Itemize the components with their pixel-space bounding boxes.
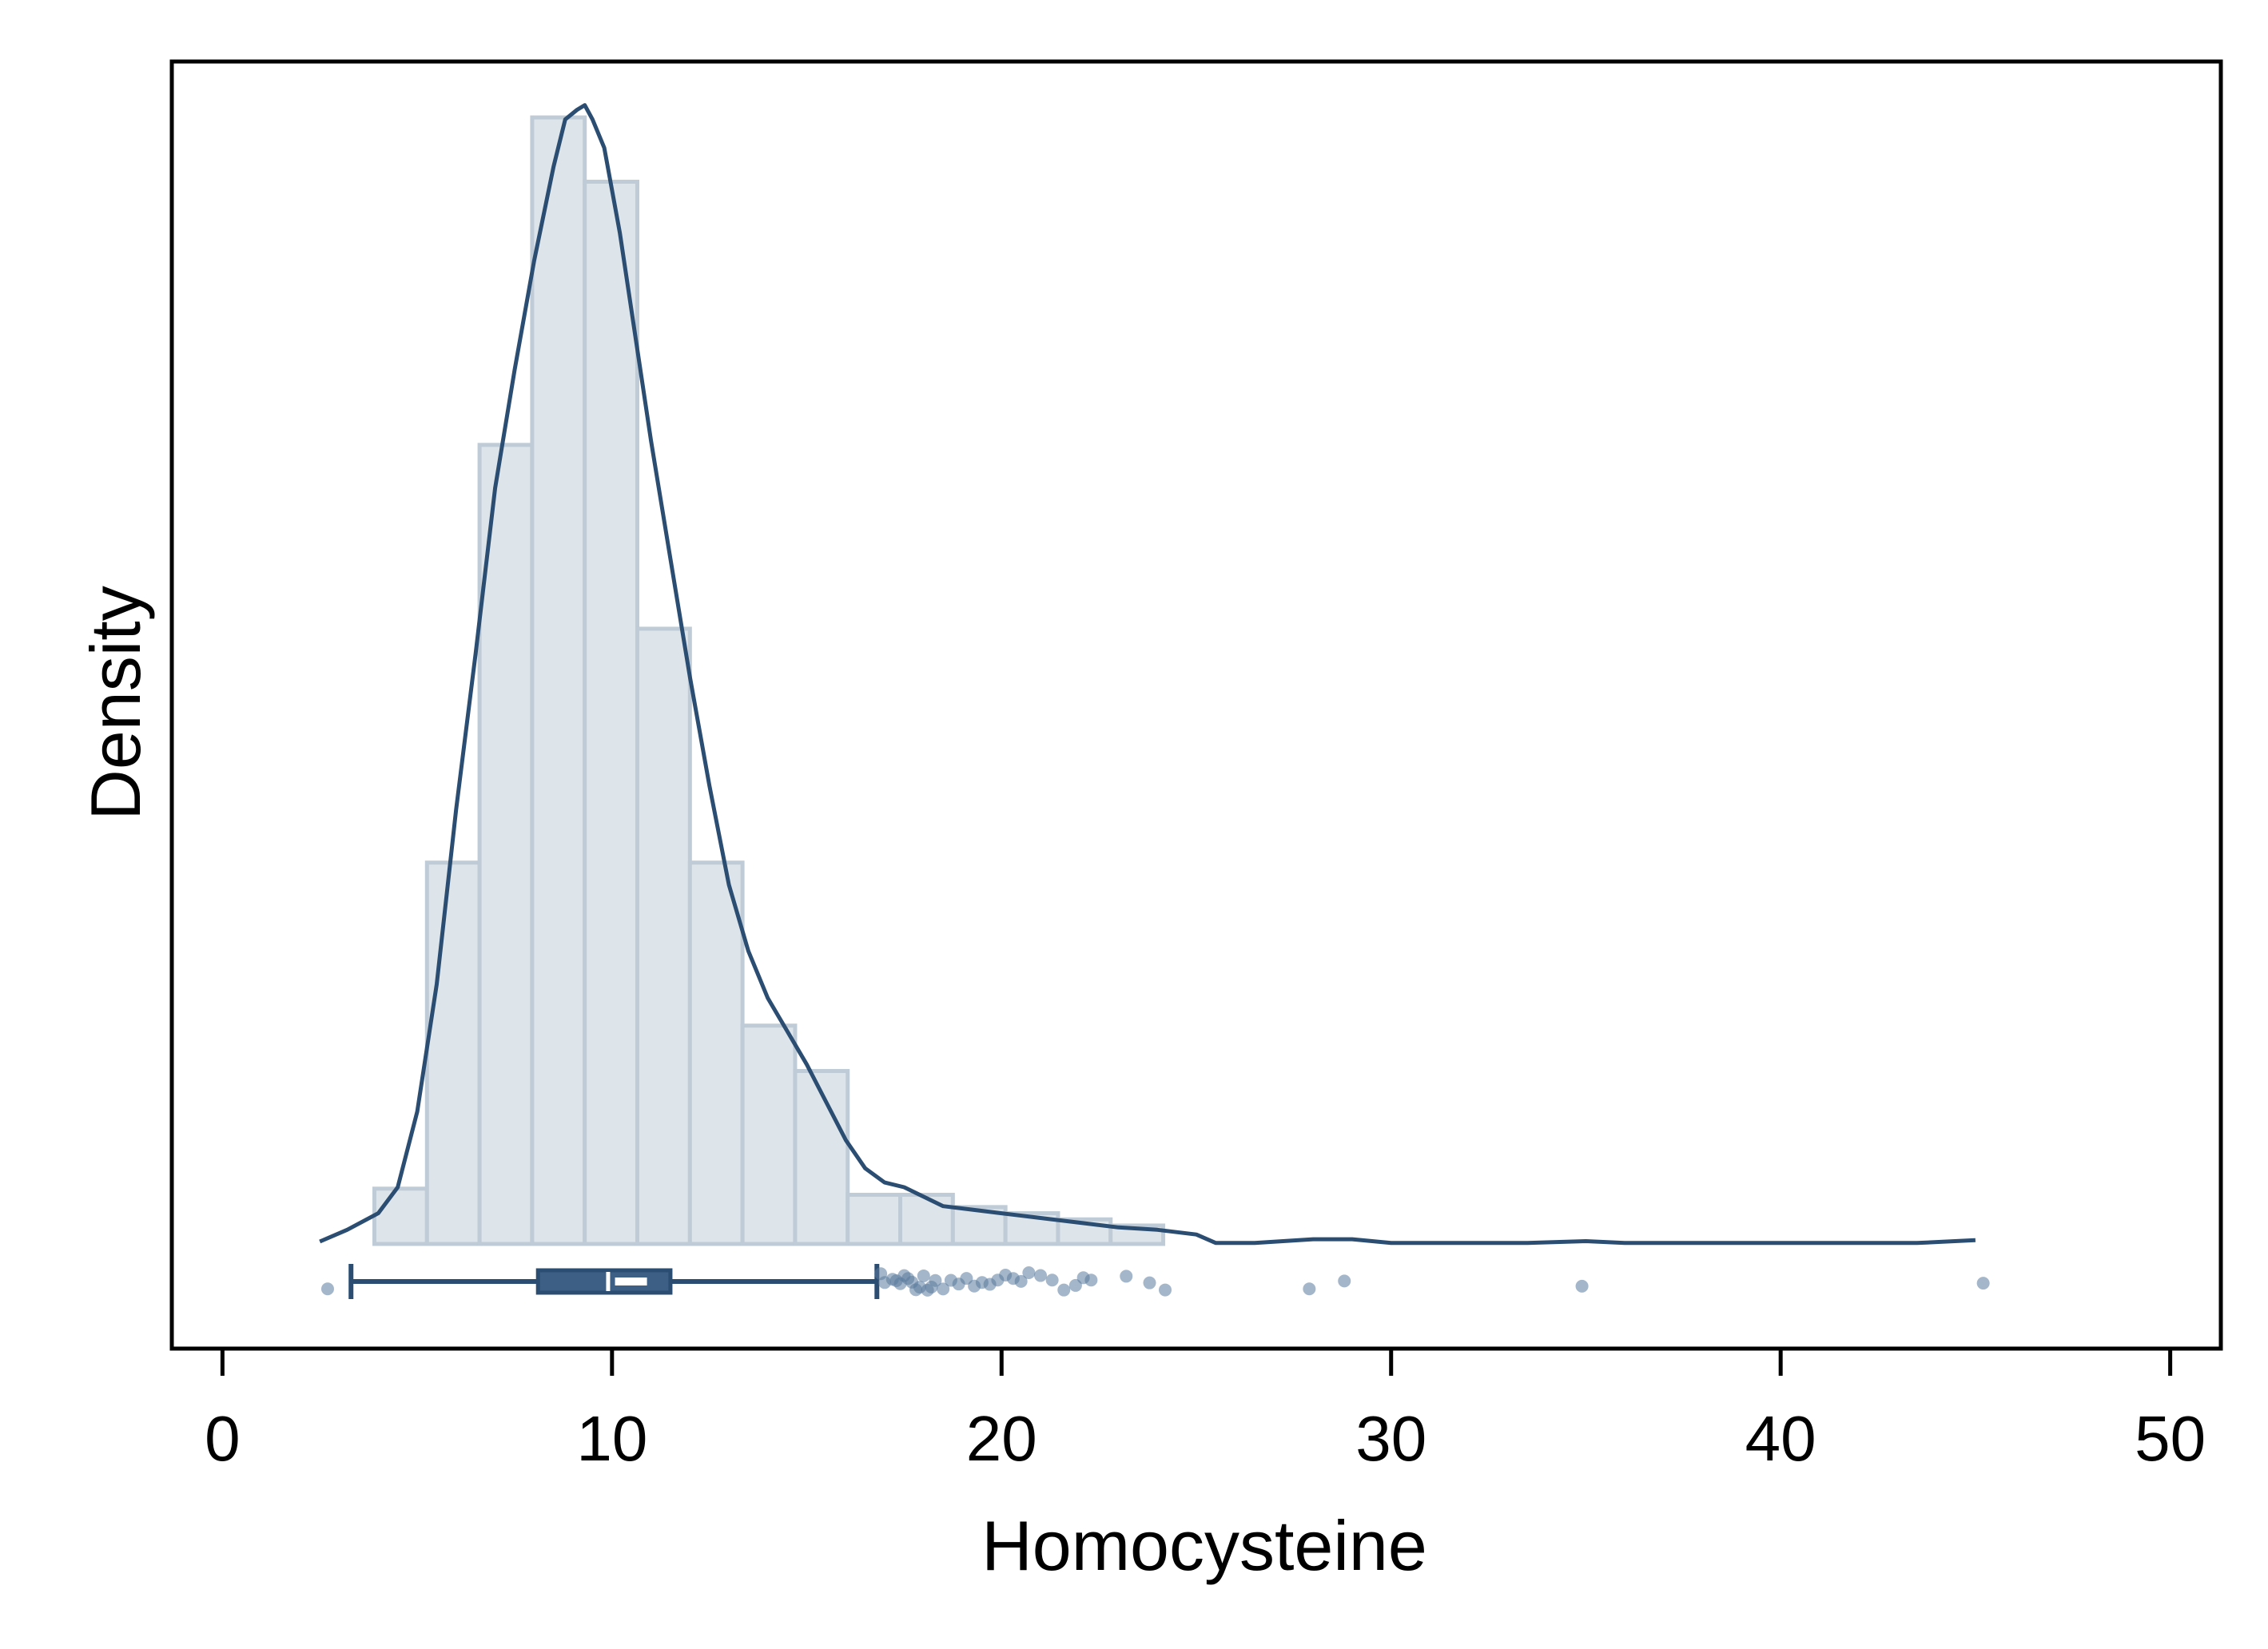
- outlier-point: [1022, 1266, 1036, 1280]
- x-tick-label: 20: [966, 1403, 1037, 1474]
- histogram-bar: [372, 1186, 429, 1246]
- outlier-point: [1338, 1274, 1351, 1288]
- histogram-bar: [740, 1023, 798, 1246]
- x-tick-label: 0: [205, 1403, 241, 1474]
- x-axis: 0 10 20 30 40 50: [205, 1349, 2206, 1474]
- outlier-point: [1303, 1282, 1316, 1296]
- outlier-point: [1143, 1276, 1156, 1289]
- outlier-point: [1014, 1274, 1028, 1288]
- boxplot: [320, 1264, 1990, 1299]
- plot-area-frame: [169, 59, 2223, 1351]
- x-tick-label: 50: [2135, 1403, 2206, 1474]
- histogram-bar: [530, 115, 587, 1246]
- histogram-bar: [424, 860, 482, 1246]
- x-tick-label: 10: [576, 1403, 647, 1474]
- outlier-point: [1976, 1277, 1990, 1290]
- outlier-point: [1159, 1283, 1172, 1297]
- histogram-bar: [583, 179, 640, 1246]
- histogram-bar: [898, 1192, 955, 1246]
- x-axis-title: Homocysteine: [981, 1506, 1427, 1585]
- outlier-point: [1068, 1278, 1082, 1292]
- outlier-point: [929, 1274, 942, 1287]
- histogram-bar: [793, 1069, 850, 1246]
- outlier-point: [1575, 1279, 1589, 1293]
- y-axis-title: Density: [76, 586, 155, 820]
- outlier-point: [320, 1282, 334, 1296]
- outlier-point: [1045, 1274, 1059, 1287]
- outlier-point: [917, 1269, 930, 1282]
- interquartile-box: [535, 1268, 673, 1295]
- histogram-bar: [846, 1192, 903, 1246]
- density-curve: [319, 103, 1976, 1246]
- mean-marker: [615, 1277, 647, 1285]
- histogram-bar: [635, 626, 692, 1246]
- outlier-point: [937, 1282, 950, 1296]
- outlier-point: [1120, 1270, 1133, 1283]
- histogram-bar: [477, 443, 535, 1246]
- x-tick-label: 40: [1745, 1403, 1816, 1474]
- x-tick-label: 30: [1355, 1403, 1426, 1474]
- density-curve-layer: [319, 103, 1976, 1246]
- outlier-point: [1057, 1283, 1071, 1297]
- outlier-point: [1084, 1274, 1098, 1287]
- histogram-bars: [372, 115, 1166, 1246]
- outlier-point: [1034, 1269, 1048, 1282]
- outlier-point: [960, 1272, 973, 1285]
- histogram-bar: [687, 860, 745, 1246]
